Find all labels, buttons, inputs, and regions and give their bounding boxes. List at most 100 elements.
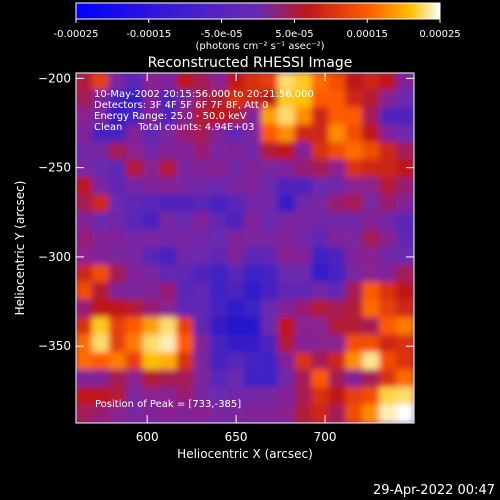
- heatmap-cell: [227, 177, 246, 197]
- heatmap-cell: [176, 282, 196, 302]
- heatmap-cell: [277, 334, 297, 354]
- heatmap-cell: [311, 299, 331, 319]
- heatmap-cell: [294, 404, 314, 423]
- observation-info: 10-May-2002 20:15:56.000 to 20:21:56.000…: [94, 89, 314, 133]
- heatmap-cell: [227, 212, 246, 232]
- y-axis-tick-label: −300: [38, 250, 71, 264]
- heatmap-cell: [311, 352, 331, 372]
- heatmap-cell: [227, 229, 246, 249]
- colorbar-tick-labels: -0.00025 -0.00015 -5.0e-05 5.0e-05 0.00015 0.…: [54, 29, 461, 40]
- heatmap-cell: [142, 107, 162, 127]
- heatmap-cell: [379, 177, 399, 197]
- heatmap-cell: [125, 73, 145, 92]
- heatmap-cell: [193, 282, 213, 302]
- heatmap-cell: [260, 212, 280, 232]
- heatmap-cell: [277, 194, 297, 214]
- heatmap-cell: [193, 387, 213, 407]
- heatmap-cell: [396, 177, 414, 197]
- heatmap-cell: [91, 229, 111, 249]
- heatmap-cell: [379, 247, 399, 267]
- x-axis-label: Heliocentric X (arcsec): [177, 447, 313, 461]
- heatmap-cell: [277, 404, 297, 423]
- heatmap-cell: [345, 89, 365, 109]
- heatmap-cell: [159, 387, 179, 407]
- heatmap-cell: [142, 229, 162, 249]
- heatmap-cell: [91, 299, 111, 319]
- heatmap-cell: [260, 73, 280, 92]
- heatmap-cell: [159, 282, 179, 302]
- heatmap-cell: [244, 264, 263, 284]
- heatmap-cell: [227, 194, 246, 214]
- heatmap-cell: [396, 142, 414, 162]
- heatmap-cell: [210, 369, 230, 389]
- heatmap-cell: [260, 282, 280, 302]
- y-axis-tick-label: −350: [38, 339, 71, 353]
- heatmap-cell: [91, 247, 111, 267]
- heatmap-cell: [159, 404, 179, 423]
- heatmap-cell: [294, 177, 314, 197]
- heatmap-cell: [362, 142, 382, 162]
- plot-title: Reconstructed RHESSI Image: [148, 55, 353, 71]
- colorbar-tick-label: -0.00025: [54, 29, 99, 40]
- heatmap-cell: [345, 387, 365, 407]
- heatmap-cell: [362, 107, 382, 127]
- heatmap-cell: [142, 177, 162, 197]
- heatmap-cell: [244, 177, 263, 197]
- heatmap-cell: [362, 387, 382, 407]
- y-axis-tick-label: −200: [38, 71, 71, 85]
- heatmap-cell: [159, 177, 179, 197]
- heatmap-cell: [260, 299, 280, 319]
- heatmap-cell: [362, 299, 382, 319]
- heatmap-cell: [345, 177, 365, 197]
- heatmap-cell: [244, 107, 263, 127]
- heatmap-cell: [244, 73, 263, 92]
- heatmap-cell: [176, 89, 196, 109]
- heatmap-cell: [328, 352, 348, 372]
- heatmap-cell: [294, 124, 314, 144]
- heatmap-cell: [210, 212, 230, 232]
- heatmap-cell: [142, 352, 162, 372]
- heatmap-cell: [176, 264, 196, 284]
- heatmap-cell: [142, 194, 162, 214]
- info-line-time-range: 10-May-2002 20:15:56.000 to 20:21:56.000: [94, 89, 314, 100]
- heatmap-cell: [176, 194, 196, 214]
- heatmap-cell: [159, 124, 179, 144]
- heatmap-cell: [379, 89, 399, 109]
- heatmap-cell: [328, 404, 348, 423]
- heatmap-cell: [396, 159, 414, 179]
- heatmap-cell: [311, 247, 331, 267]
- heatmap-cell: [125, 404, 145, 423]
- heatmap-cell: [176, 317, 196, 337]
- colorbar-tick-label: -5.0e-05: [201, 29, 243, 40]
- colorbar-tick-label: 5.0e-05: [275, 29, 313, 40]
- heatmap-cell: [227, 247, 246, 267]
- heatmap-cell: [244, 282, 263, 302]
- heatmap-cell: [244, 159, 263, 179]
- heatmap-cell: [328, 369, 348, 389]
- heatmap-cell: [76, 369, 94, 389]
- heatmap-cell: [345, 73, 365, 92]
- heatmap-cell: [294, 73, 314, 92]
- heatmap-cell: [125, 247, 145, 267]
- heatmap-cell: [91, 73, 111, 92]
- heatmap-cell: [125, 107, 145, 127]
- heatmap-cell: [379, 264, 399, 284]
- heatmap-cell: [311, 194, 331, 214]
- heatmap-cell: [277, 177, 297, 197]
- heatmap-cell: [260, 369, 280, 389]
- heatmap-cell: [328, 89, 348, 109]
- heatmap-cell: [277, 89, 297, 109]
- heatmap-cell: [294, 229, 314, 249]
- heatmap-cell: [108, 334, 128, 354]
- heatmap-cell: [210, 404, 230, 423]
- heatmap-cell: [142, 247, 162, 267]
- heatmap-cell: [91, 177, 111, 197]
- heatmap-cell: [379, 194, 399, 214]
- heatmap-cell: [193, 194, 213, 214]
- heatmap-cell: [193, 142, 213, 162]
- heatmap-cell: [159, 194, 179, 214]
- heatmap-cell: [244, 334, 263, 354]
- heatmap-cell: [379, 369, 399, 389]
- heatmap-cell: [159, 317, 179, 337]
- heatmap-cell: [227, 387, 246, 407]
